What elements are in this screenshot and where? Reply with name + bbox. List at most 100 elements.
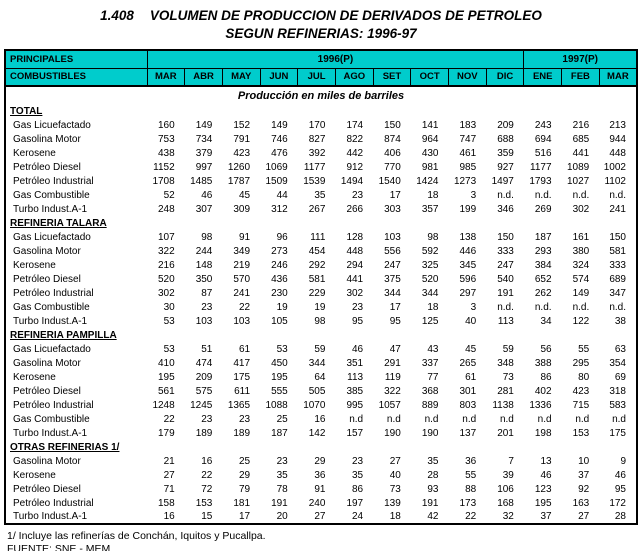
value-cell: 325 xyxy=(421,259,439,271)
value-cell: 243 xyxy=(534,119,552,131)
value-cell: 561 xyxy=(158,385,175,397)
value-cell: 1177 xyxy=(303,161,326,173)
value-cell: 160 xyxy=(158,119,175,131)
section-header-cell: REFINERIA PAMPILLA xyxy=(5,328,637,342)
value-cell: 753 xyxy=(158,133,175,145)
month-header: OCT xyxy=(410,67,449,87)
value-cell: 229 xyxy=(308,287,326,299)
value-cell: 293 xyxy=(534,245,552,257)
section-header-row: REFINERIA PAMPILLA xyxy=(5,328,637,342)
value-cell: 35 xyxy=(314,189,326,201)
value-cell: 520 xyxy=(158,273,175,285)
table-row: Petróleo Diesel 71 72 79 78 91 86 73 93 88 106 123 9… xyxy=(5,482,637,496)
value-cell: 448 xyxy=(346,245,364,257)
value-cell: 187 xyxy=(271,427,288,439)
value-cell: 79 xyxy=(238,483,251,495)
value-cell: 18 xyxy=(389,511,401,522)
value-cell: 20 xyxy=(276,511,288,522)
value-cell: 46 xyxy=(540,469,552,481)
value-cell: 13 xyxy=(540,455,552,467)
value-cell: 16 xyxy=(163,511,175,522)
value-cell: 611 xyxy=(234,385,251,397)
value-cell: 22 xyxy=(201,469,213,481)
table-row: Gasolina Motor 21 16 25 23 29 23 27 35 36 7 13 10 9 xyxy=(5,454,637,468)
value-cell: 141 xyxy=(421,119,439,131)
value-cell: 581 xyxy=(308,273,326,285)
value-cell: 93 xyxy=(427,483,439,495)
value-cell: 103 xyxy=(195,315,213,327)
value-cell: 16 xyxy=(314,413,326,425)
value-cell: 442 xyxy=(346,147,364,159)
value-cell: 42 xyxy=(427,511,439,522)
units-row: Producción en miles de barriles xyxy=(5,86,637,104)
value-cell: 122 xyxy=(572,315,590,327)
value-cell: n.d xyxy=(612,413,626,425)
section-header-row: TOTAL xyxy=(5,104,637,118)
value-cell: 150 xyxy=(384,119,401,131)
value-cell: 688 xyxy=(497,133,514,145)
value-cell: 88 xyxy=(465,483,477,495)
value-cell: 734 xyxy=(195,133,213,145)
value-cell: 574 xyxy=(572,273,590,285)
corner-principales: PRINCIPALES xyxy=(4,49,148,69)
value-cell: n.d. xyxy=(534,301,552,313)
value-cell: 213 xyxy=(609,119,626,131)
table-row: Gas Combustible 52 46 45 44 35 23 17 18 3 n.d. n.d.… xyxy=(5,188,637,202)
month-header: JUL xyxy=(297,67,336,87)
value-cell: 195 xyxy=(158,371,175,383)
row-label: Gas Combustible xyxy=(13,301,90,313)
value-cell: 874 xyxy=(384,133,401,145)
month-header: ENE xyxy=(523,67,563,87)
value-cell: 216 xyxy=(158,259,175,271)
value-cell: 161 xyxy=(572,231,590,243)
value-cell: 575 xyxy=(195,385,213,397)
value-cell: 45 xyxy=(238,189,251,201)
month-header: FEB xyxy=(561,67,600,87)
value-cell: 25 xyxy=(276,413,288,425)
value-cell: 1070 xyxy=(303,399,326,411)
month-header: MAY xyxy=(221,67,261,87)
value-cell: 98 xyxy=(427,231,439,243)
value-cell: 312 xyxy=(271,203,288,215)
section-title: REFINERIA PAMPILLA xyxy=(10,329,117,341)
value-cell: 1336 xyxy=(529,399,552,411)
table-row: Gas Combustible 30 23 22 19 19 23 17 18 3 n.d. n.d.… xyxy=(5,300,637,314)
value-cell: 262 xyxy=(534,287,552,299)
value-cell: n.d xyxy=(537,413,552,425)
value-cell: 1177 xyxy=(530,161,552,173)
value-cell: 303 xyxy=(384,203,401,215)
value-cell: 39 xyxy=(502,469,514,481)
section-title: TOTAL xyxy=(10,105,43,117)
section-header-cell: OTRAS REFINERIAS 1/ xyxy=(5,440,637,454)
value-cell: 385 xyxy=(346,385,364,397)
value-cell: 997 xyxy=(195,161,213,173)
value-cell: 105 xyxy=(271,315,288,327)
value-cell: 448 xyxy=(609,147,626,159)
value-cell: 142 xyxy=(308,427,326,439)
value-cell: 15 xyxy=(201,511,213,522)
value-cell: 827 xyxy=(308,133,326,145)
value-cell: 23 xyxy=(352,189,364,201)
value-cell: 417 xyxy=(233,357,251,369)
value-cell: 46 xyxy=(201,189,213,201)
table-row: Kerosene 27 22 29 35 36 35 40 28 55 39 46 37 46 xyxy=(5,468,637,482)
table-row: Gas Licuefactado 107 98 91 96 111 128 103 98 138 1… xyxy=(5,230,637,244)
value-cell: 1793 xyxy=(529,175,552,187)
value-cell: 423 xyxy=(572,385,590,397)
value-cell: 441 xyxy=(572,147,590,159)
value-cell: 40 xyxy=(389,469,401,481)
value-cell: 150 xyxy=(609,231,626,243)
value-cell: 450 xyxy=(271,357,288,369)
value-cell: 179 xyxy=(158,427,175,439)
header-row-groups: PRINCIPALES 1996(P) 1997(P) xyxy=(4,49,638,69)
value-cell: 7 xyxy=(508,455,514,467)
value-cell: 1365 xyxy=(227,399,251,411)
value-cell: 22 xyxy=(163,413,175,425)
table-row: Turbo Indust.A-1 53 103 103 105 98 95 95 125 40 11… xyxy=(5,314,637,328)
value-cell: 430 xyxy=(421,147,439,159)
value-cell: 191 xyxy=(421,497,439,509)
value-cell: 295 xyxy=(572,357,590,369)
source-note: FUENTE: SNE - MEM xyxy=(7,543,111,551)
value-cell: 18 xyxy=(427,301,439,313)
title-line-1: 1.408 VOLUMEN DE PRODUCCION DE DERIVADOS … xyxy=(0,7,642,25)
